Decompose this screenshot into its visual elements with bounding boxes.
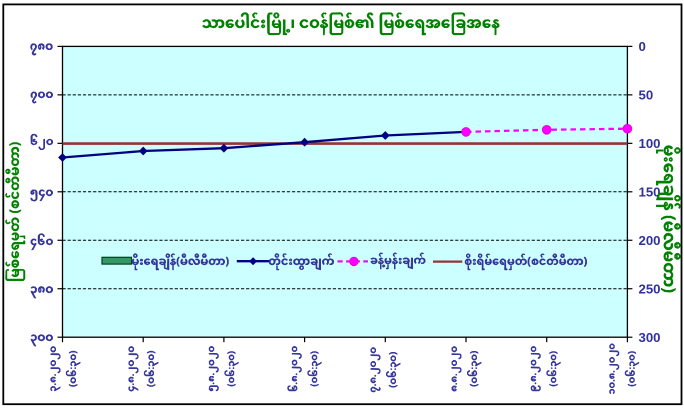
svg-text:300: 300 [639,330,661,345]
svg-text:200: 200 [639,233,661,248]
svg-text:50: 50 [639,88,654,103]
svg-text:250: 250 [639,281,661,296]
svg-text:100: 100 [639,136,661,151]
svg-text:150: 150 [639,185,661,200]
svg-text:0: 0 [639,39,646,54]
